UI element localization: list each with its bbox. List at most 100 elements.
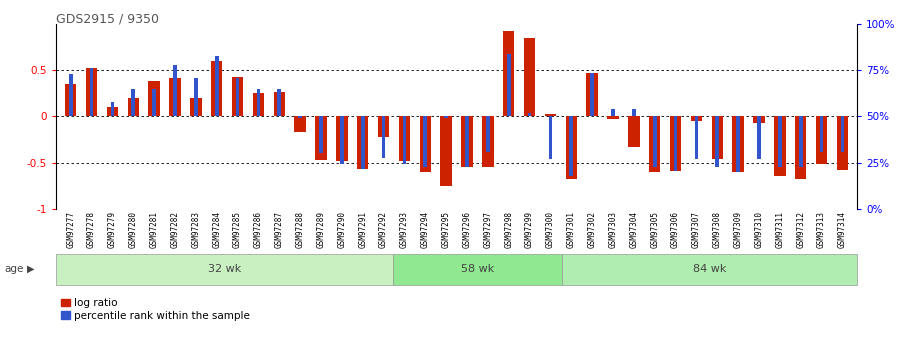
Text: GSM97289: GSM97289 [317, 211, 326, 248]
Bar [820, 117, 824, 151]
Text: GSM97299: GSM97299 [525, 211, 534, 248]
Bar [607, 117, 619, 119]
Text: GSM97311: GSM97311 [776, 211, 785, 248]
Bar [169, 78, 181, 117]
Bar [90, 68, 93, 117]
Bar [403, 117, 406, 164]
Bar [562, 254, 857, 285]
Bar [235, 78, 240, 117]
Text: GSM97282: GSM97282 [170, 211, 179, 248]
Text: GSM97304: GSM97304 [629, 211, 638, 248]
Bar [462, 117, 472, 167]
Bar [394, 254, 562, 285]
Bar [110, 102, 114, 117]
Text: GSM97312: GSM97312 [796, 211, 805, 248]
Text: GSM97298: GSM97298 [504, 211, 513, 248]
Bar [569, 117, 573, 176]
Bar [737, 117, 740, 172]
Bar [278, 89, 281, 117]
Bar [56, 254, 394, 285]
Text: GSM97305: GSM97305 [650, 211, 659, 248]
Text: GSM97284: GSM97284 [212, 211, 221, 248]
Bar [694, 117, 699, 159]
Bar [732, 117, 744, 172]
Text: GSM97294: GSM97294 [421, 211, 430, 248]
Text: GSM97297: GSM97297 [483, 211, 492, 248]
Text: GSM97279: GSM97279 [108, 211, 117, 248]
Bar [524, 38, 536, 117]
Text: age: age [5, 264, 24, 274]
Text: GSM97280: GSM97280 [129, 211, 138, 248]
Bar [399, 117, 410, 161]
Text: GSM97288: GSM97288 [296, 211, 305, 248]
Bar [252, 93, 264, 117]
Bar [382, 117, 386, 158]
Bar [841, 117, 844, 151]
Bar [357, 117, 368, 169]
Text: GSM97314: GSM97314 [838, 211, 847, 248]
Text: GSM97301: GSM97301 [567, 211, 576, 248]
Text: GSM97292: GSM97292 [379, 211, 388, 248]
Bar [424, 117, 427, 167]
Text: GSM97286: GSM97286 [254, 211, 263, 248]
Bar [131, 89, 135, 117]
Legend: log ratio, percentile rank within the sample: log ratio, percentile rank within the sa… [62, 298, 250, 321]
Bar [465, 117, 469, 167]
Bar [611, 109, 614, 117]
Bar [673, 117, 678, 171]
Bar [148, 81, 160, 117]
Bar [795, 117, 806, 179]
Bar [173, 65, 176, 117]
Text: GSM97291: GSM97291 [358, 211, 367, 248]
Bar [340, 117, 344, 164]
Text: GSM97307: GSM97307 [692, 211, 701, 248]
Bar [590, 73, 594, 117]
Bar [757, 117, 761, 159]
Bar [586, 73, 598, 117]
Bar [315, 117, 327, 160]
Bar [628, 117, 640, 147]
Text: GSM97309: GSM97309 [734, 211, 743, 248]
Bar [256, 89, 261, 117]
Bar [548, 117, 552, 159]
Text: GSM97300: GSM97300 [546, 211, 555, 248]
Bar [486, 117, 490, 151]
Bar [211, 61, 223, 117]
Bar [649, 117, 661, 172]
Text: GSM97306: GSM97306 [672, 211, 680, 248]
Text: GSM97290: GSM97290 [338, 211, 347, 248]
Text: GSM97310: GSM97310 [755, 211, 764, 248]
Bar [214, 56, 219, 117]
Text: GSM97295: GSM97295 [442, 211, 451, 248]
Text: GSM97302: GSM97302 [587, 211, 596, 248]
Text: GSM97283: GSM97283 [191, 211, 200, 248]
Bar [799, 117, 803, 167]
Bar [128, 98, 139, 117]
Bar [190, 98, 202, 117]
Bar [837, 117, 848, 170]
Bar [444, 117, 448, 118]
Text: GSM97303: GSM97303 [608, 211, 617, 248]
Bar [299, 117, 302, 118]
Text: GSM97293: GSM97293 [400, 211, 409, 248]
Bar [711, 117, 723, 159]
Text: GSM97308: GSM97308 [713, 211, 722, 248]
Bar [716, 117, 719, 167]
Text: 84 wk: 84 wk [693, 264, 726, 274]
Bar [774, 117, 786, 176]
Bar [753, 117, 765, 123]
Text: GSM97278: GSM97278 [87, 211, 96, 248]
Bar [361, 117, 365, 169]
Bar [778, 117, 782, 167]
Bar [152, 89, 156, 117]
Bar [294, 117, 306, 132]
Bar [107, 107, 119, 117]
Bar [65, 84, 76, 117]
Text: GSM97281: GSM97281 [149, 211, 158, 248]
Bar [566, 117, 577, 179]
Bar [273, 91, 285, 117]
Bar [482, 117, 493, 167]
Bar [507, 54, 510, 117]
Bar [336, 117, 348, 161]
Text: GSM97287: GSM97287 [275, 211, 284, 248]
